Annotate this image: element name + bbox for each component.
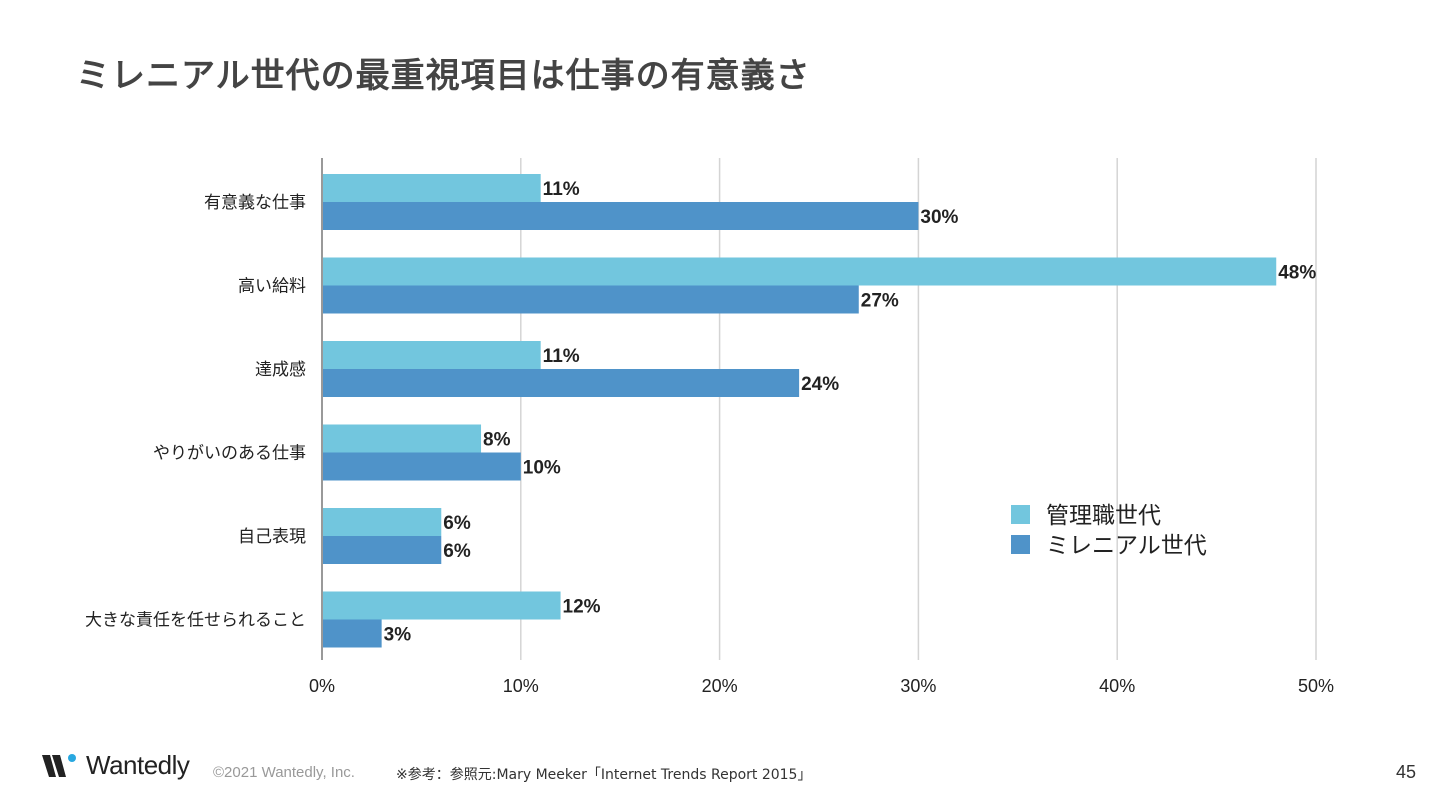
bar-manager <box>323 257 1277 286</box>
category-label: やりがいのある仕事 <box>153 444 306 464</box>
x-tick-label: 50% <box>1298 676 1334 696</box>
wantedly-logo: Wantedly <box>40 750 190 781</box>
bar-manager <box>323 591 561 620</box>
data-label: 24% <box>801 374 839 395</box>
x-tick-label: 10% <box>503 676 539 696</box>
bar-chart: 0% 10% 20% 30% 40% 50% 有意義な仕事 11% 30% 高い給料 48% 27% 達… <box>85 158 1334 696</box>
bar-millennial <box>323 202 919 230</box>
logo-text: Wantedly <box>86 750 190 780</box>
data-label: 6% <box>443 541 471 562</box>
legend-label: ミレニアル世代 <box>1046 533 1207 559</box>
bar-millennial <box>323 369 800 397</box>
x-tick-label: 40% <box>1099 676 1135 696</box>
data-label: 27% <box>861 291 899 312</box>
x-tick-label: 20% <box>702 676 738 696</box>
bar-millennial <box>323 536 442 564</box>
legend-swatch <box>1011 535 1030 554</box>
data-label: 6% <box>443 513 471 534</box>
legend-label: 管理職世代 <box>1046 503 1161 529</box>
data-label: 11% <box>543 179 580 200</box>
slide-title: ミレニアル世代の最重視項目は仕事の有意義さ <box>76 56 811 96</box>
bar-manager <box>323 174 541 202</box>
bar-manager <box>323 424 482 453</box>
category-label: 大きな責任を任せられること <box>85 611 306 631</box>
bar-manager <box>323 341 541 369</box>
bar-millennial <box>323 452 521 481</box>
bar-millennial <box>323 619 382 648</box>
category-label: 達成感 <box>255 360 306 380</box>
data-label: 30% <box>920 207 958 228</box>
data-label: 10% <box>523 458 561 479</box>
x-tick-label: 0% <box>309 676 335 696</box>
data-label: 3% <box>384 625 412 646</box>
bar-millennial <box>323 285 859 314</box>
category-label: 自己表現 <box>238 527 306 547</box>
category-label: 高い給料 <box>238 277 306 297</box>
page-number: 45 <box>1396 762 1417 782</box>
bar-manager <box>323 508 442 536</box>
wantedly-logo-icon <box>42 753 76 777</box>
copyright: ©2021 Wantedly, Inc. <box>213 764 355 781</box>
legend-swatch <box>1011 505 1030 524</box>
category-label: 有意義な仕事 <box>204 193 306 213</box>
data-label: 11% <box>543 346 580 367</box>
x-tick-label: 30% <box>900 676 936 696</box>
data-label: 48% <box>1278 263 1316 284</box>
data-label: 8% <box>483 430 511 451</box>
reference-note: ※参考：参照元:Mary Meeker「Internet Trends Repo… <box>396 767 812 783</box>
data-label: 12% <box>563 597 601 618</box>
